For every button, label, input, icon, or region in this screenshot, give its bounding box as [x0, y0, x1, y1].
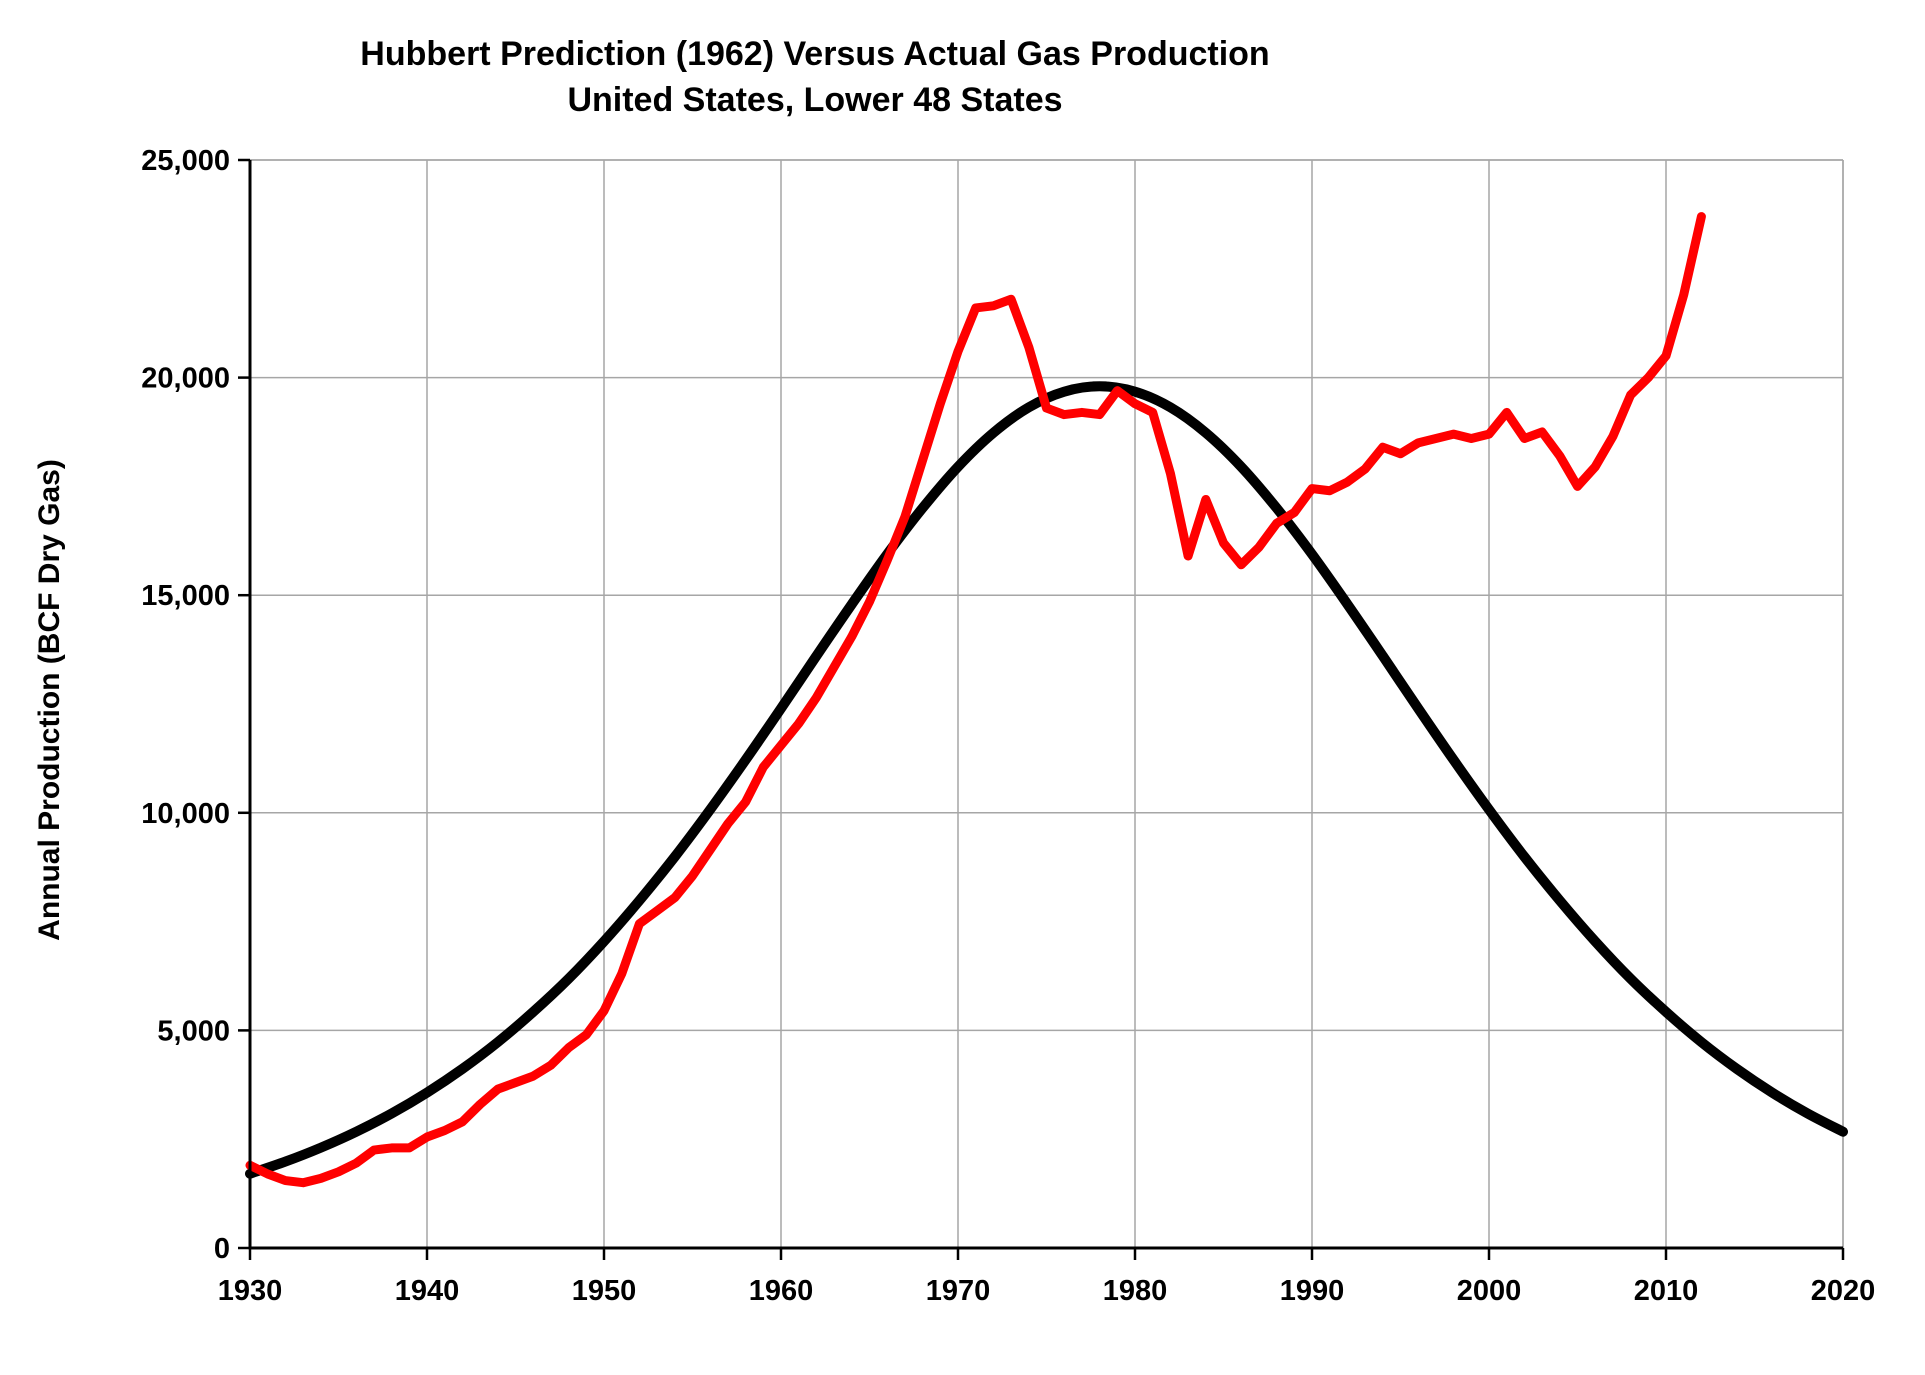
x-tick-label: 2020 — [1811, 1275, 1876, 1307]
x-tick-label: 1930 — [218, 1275, 283, 1307]
chart-title-line1: Hubbert Prediction (1962) Versus Actual … — [360, 35, 1270, 73]
x-tick-label: 1950 — [572, 1275, 637, 1307]
hubbert-prediction-curve — [245, 381, 1848, 1179]
y-tick-label: 10,000 — [141, 798, 230, 830]
x-tick-label: 1970 — [926, 1275, 991, 1307]
x-tick-label: 2000 — [1457, 1275, 1522, 1307]
y-tick-label: 15,000 — [141, 580, 230, 612]
y-tick-label: 20,000 — [141, 363, 230, 395]
x-tick-label: 1940 — [395, 1275, 460, 1307]
x-tick-label: 1990 — [1280, 1275, 1345, 1307]
chart-title: Hubbert Prediction (1962) Versus Actual … — [0, 32, 1630, 124]
gridlines — [249, 159, 1844, 1249]
x-tick-label: 2010 — [1634, 1275, 1699, 1307]
x-tick-label: 1980 — [1103, 1275, 1168, 1307]
tick-marks: 1930 1940 1950 1960 1970 1980 1990 2000 2010 2020… — [141, 145, 1875, 1307]
axes — [248, 160, 1843, 1250]
actual-production-line — [245, 212, 1706, 1188]
y-tick-label: 5,000 — [157, 1015, 230, 1047]
y-tick-label: 0 — [214, 1233, 230, 1265]
chart-title-line2: United States, Lower 48 States — [567, 80, 1063, 119]
x-tick-label: 1960 — [749, 1275, 814, 1307]
y-tick-label: 25,000 — [141, 145, 230, 177]
